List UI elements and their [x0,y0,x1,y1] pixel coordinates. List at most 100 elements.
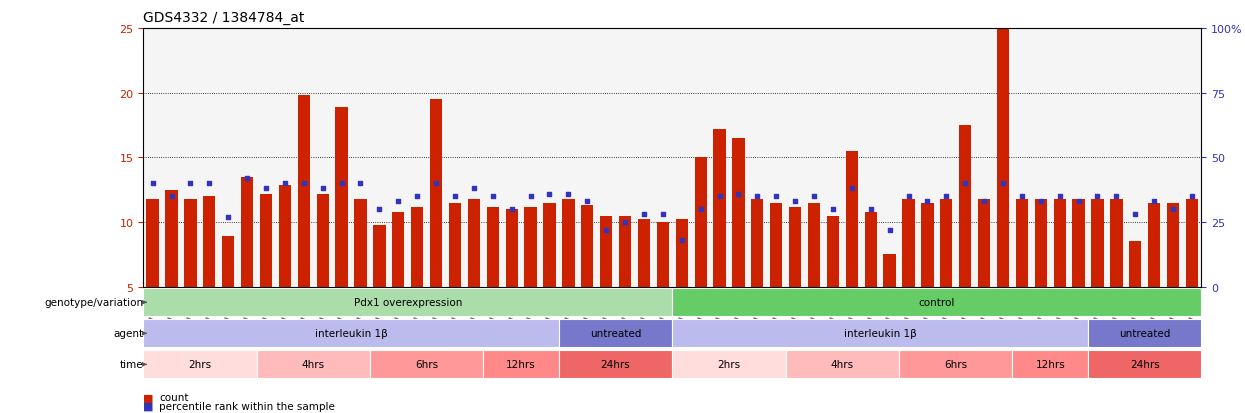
Point [464,186,484,192]
Bar [997,16,1010,351]
Point [218,214,238,221]
Bar [1072,199,1084,351]
Bar [370,351,483,378]
Text: 2hrs: 2hrs [717,359,741,370]
Bar [903,199,915,351]
Bar [979,199,990,351]
Point [1031,199,1051,205]
Bar [559,351,672,378]
Text: 24hrs: 24hrs [1130,359,1159,370]
Text: 4hrs: 4hrs [830,359,854,370]
Point [672,237,692,244]
Bar [1092,199,1103,351]
Point [823,206,843,213]
Bar [559,320,672,347]
Point [955,180,975,187]
Text: Pdx1 overexpression: Pdx1 overexpression [354,297,462,308]
Point [502,206,522,213]
Bar [600,216,613,351]
Point [899,193,919,200]
Text: count: count [159,392,189,402]
Bar [487,207,499,351]
Point [370,206,390,213]
Bar [1088,351,1201,378]
Point [786,199,806,205]
Bar [222,237,234,351]
Point [388,199,408,205]
Bar [581,206,594,351]
Point [860,206,880,213]
Bar [656,223,669,351]
Bar [864,212,876,351]
Point [596,227,616,233]
Point [426,180,446,187]
Point [994,180,1013,187]
Point [1012,193,1032,200]
Bar [279,185,291,351]
Bar [786,351,899,378]
Point [1107,193,1127,200]
Bar [256,351,370,378]
Bar [789,207,802,351]
Point [539,191,559,197]
Point [520,193,540,200]
Point [351,180,371,187]
Point [143,180,163,187]
Point [199,180,219,187]
Point [652,211,672,218]
Bar [1088,320,1201,347]
Point [1163,206,1183,213]
Point [162,193,182,200]
Bar [1012,351,1088,378]
Bar [374,225,386,351]
Bar [672,289,1201,316]
Text: control: control [919,297,955,308]
Text: 6hrs: 6hrs [415,359,438,370]
Point [294,180,314,187]
Bar [827,216,839,351]
Bar [1053,199,1066,351]
Point [1144,199,1164,205]
Bar [143,351,256,378]
Bar [563,199,574,351]
Bar [1148,203,1160,351]
Point [407,193,427,200]
Bar [732,139,745,351]
Bar [355,199,366,351]
Text: 4hrs: 4hrs [301,359,325,370]
Text: interleukin 1β: interleukin 1β [844,328,916,339]
Point [1068,199,1088,205]
Bar [505,210,518,351]
Bar [959,126,971,351]
Point [237,175,256,182]
Bar [1016,199,1028,351]
Point [181,180,200,187]
Point [1088,193,1108,200]
Bar [899,351,1012,378]
Text: untreated: untreated [1119,328,1170,339]
Bar [184,199,197,351]
Point [578,199,598,205]
Bar [483,351,559,378]
Bar [203,197,215,351]
Text: time: time [120,359,143,370]
Bar [298,96,310,351]
Text: 24hrs: 24hrs [601,359,630,370]
Text: ■: ■ [143,401,157,411]
Bar [143,289,672,316]
Point [936,193,956,200]
Bar [672,320,1088,347]
Bar [808,203,820,351]
Text: GDS4332 / 1384784_at: GDS4332 / 1384784_at [143,11,305,25]
Text: 12hrs: 12hrs [1036,359,1066,370]
Point [918,199,937,205]
Point [766,193,786,200]
Text: 12hrs: 12hrs [507,359,537,370]
Point [559,191,579,197]
Bar [335,108,347,351]
Point [747,193,767,200]
Point [634,211,654,218]
Bar [242,177,253,351]
Bar [392,212,405,351]
Bar [1035,199,1047,351]
